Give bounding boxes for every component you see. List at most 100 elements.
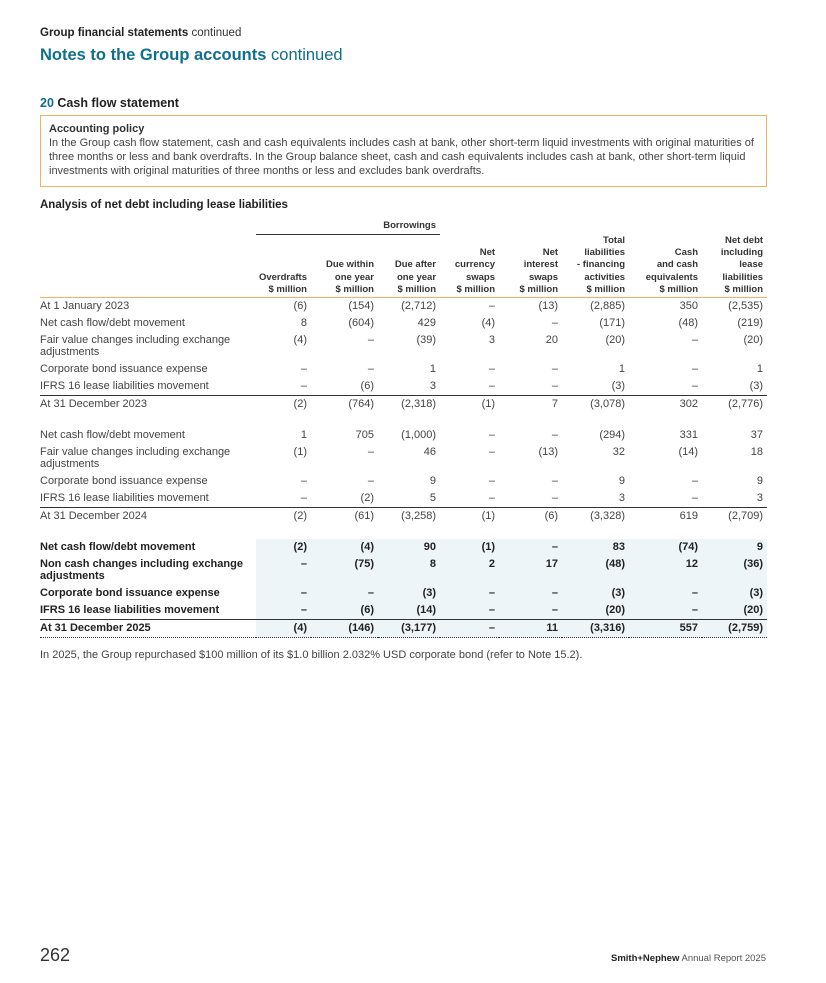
report-name: Annual Report 2025 (681, 953, 766, 964)
cell: – (691, 492, 699, 505)
brand: Smith+Nephew Annual Report 2025 (611, 953, 766, 964)
row-label: Net cash flow/debt movement (40, 541, 196, 554)
cell: (219) (737, 317, 764, 330)
table-title: Analysis of net debt including lease lia… (40, 199, 288, 211)
row-label: IFRS 16 lease liabilities movement (40, 604, 220, 617)
row-label: At 31 December 2025 (40, 619, 256, 639)
cell: 90 (378, 539, 441, 557)
table-row: Corporate bond issuance expense – – (3) – – (3… (40, 585, 768, 603)
cell: 3 (429, 380, 437, 393)
row-label: IFRS 16 lease liabilities movement (40, 380, 209, 393)
row-label: Non cash changes including exchange adju… (40, 558, 243, 583)
page-title: Notes to the Group accounts continued (40, 46, 343, 65)
cell: (61) (311, 507, 378, 526)
cell: – (691, 334, 699, 347)
policy-title: Accounting policy (49, 123, 145, 135)
column-header-row: Overdrafts $ million Due within one year … (40, 234, 768, 299)
cell: (20) (743, 334, 764, 347)
cell: (604) (348, 317, 374, 330)
cell: 18 (750, 446, 764, 459)
cell: 8 (378, 556, 441, 586)
cell: 17 (499, 556, 563, 586)
cell: (294) (599, 429, 626, 442)
cell: – (488, 429, 496, 442)
cell: – (256, 556, 311, 586)
cell: 9 (618, 475, 626, 488)
cell: 557 (629, 619, 703, 639)
brand-name: Smith+Nephew (610, 953, 680, 964)
cell: – (551, 317, 559, 330)
cell: (2,318) (378, 395, 441, 414)
cell: – (256, 602, 311, 620)
cell: – (440, 619, 500, 639)
cell: (3,328) (562, 507, 630, 526)
cell: (4) (481, 317, 496, 330)
note-number: 20 (40, 96, 54, 110)
cell: (74) (629, 539, 703, 557)
cell: – (551, 492, 559, 505)
cell: 619 (629, 507, 703, 526)
cell: (14) (378, 602, 441, 620)
table-row: At 31 December 2024 (2) (61) (3,258) (1) (6)(… (40, 507, 768, 526)
cell: – (440, 602, 500, 620)
table-row: Fair value changes including exchange ad… (40, 444, 767, 473)
cell: (3) (611, 380, 626, 393)
cell: 7 (499, 395, 563, 414)
cell: – (499, 585, 563, 603)
cell: (3) (562, 585, 630, 603)
cell: – (488, 300, 496, 313)
note-title: Cash flow statement (57, 96, 179, 110)
cell: (13) (538, 300, 559, 313)
cell: (1,000) (401, 429, 437, 442)
cell: – (691, 363, 699, 376)
column-header: Total liabilities - financing activities… (562, 234, 630, 299)
cell: – (499, 539, 563, 557)
cell: (20) (605, 334, 626, 347)
cell: 5 (429, 492, 437, 505)
cell: – (367, 363, 374, 376)
title: Notes to the Group accounts (40, 46, 267, 64)
cell: – (551, 363, 559, 376)
cell: – (691, 475, 699, 488)
table-row: IFRS 16 lease liabilities movement – (2) 5 –… (40, 490, 767, 508)
policy-box: Accounting policy In the Group cash flow… (40, 115, 767, 187)
spacer-cell (40, 413, 767, 427)
footnote: In 2025, the Group repurchased $100 mill… (40, 649, 583, 661)
title-suffix: continued (271, 46, 343, 64)
cell: – (551, 429, 559, 442)
cell: 20 (545, 334, 559, 347)
cell: – (300, 380, 307, 393)
policy-text: In the Group cash flow statement, cash a… (49, 137, 754, 177)
cell: – (551, 475, 559, 488)
column-header: Cash and cash equivalents $ million (629, 234, 703, 299)
cell: 9 (702, 539, 768, 557)
cell: 32 (612, 446, 626, 459)
cell: (3,258) (378, 507, 441, 526)
cell: 3 (618, 492, 626, 505)
cell: (764) (311, 395, 378, 414)
cell: (3) (702, 585, 768, 603)
cell: – (691, 380, 699, 393)
row-label: Fair value changes including exchange ad… (40, 446, 231, 471)
cell: (75) (311, 556, 378, 586)
cell: 302 (629, 395, 703, 414)
cell: 1 (756, 363, 764, 376)
cell: (36) (702, 556, 768, 586)
cell: (3,078) (562, 395, 630, 414)
cell: 11 (499, 619, 563, 639)
cell: (1) (440, 539, 500, 557)
table-row: Non cash changes including exchange adju… (40, 556, 768, 586)
cell: 350 (679, 300, 699, 313)
column-header: Due after one year $ million (378, 234, 441, 299)
row-label: At 31 December 2023 (40, 395, 256, 414)
cell: – (499, 602, 563, 620)
cell: (171) (599, 317, 626, 330)
cell: – (311, 585, 378, 603)
cell: (2) (256, 539, 311, 557)
cell: – (256, 585, 311, 603)
column-header: Net debt including lease liabilities $ m… (702, 234, 768, 299)
cell: 3 (488, 334, 496, 347)
table-row: IFRS 16 lease liabilities movement – (6) 3 –… (40, 378, 767, 396)
cell: (20) (702, 602, 768, 620)
